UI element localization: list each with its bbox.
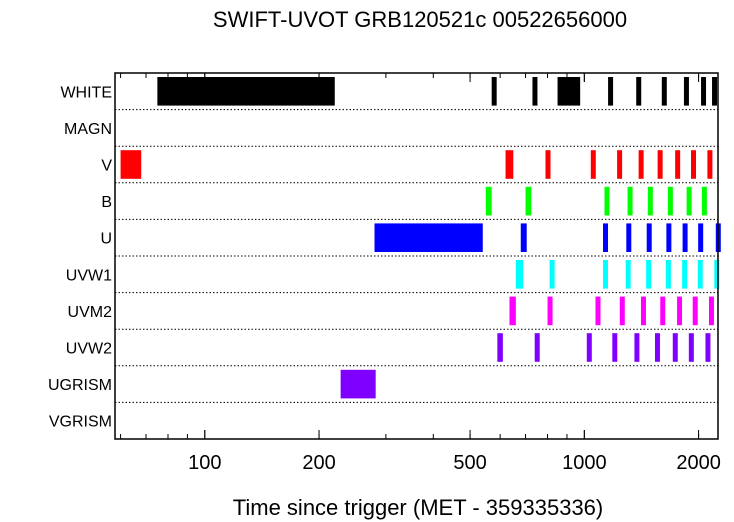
exposure-bar-uvm2	[619, 296, 625, 326]
row-label-ugrism: UGRISM	[48, 377, 112, 394]
exposure-bar-u	[374, 223, 483, 252]
exposure-bar-uvw1	[549, 260, 555, 289]
row-label-uvm2: UVM2	[68, 304, 113, 321]
x-axis-label: Time since trigger (MET - 359335336)	[233, 495, 604, 520]
exposure-bar-v	[707, 150, 713, 179]
exposure-bar-uvm2	[692, 296, 698, 326]
exposure-bar-uvm2	[640, 296, 646, 326]
exposure-bar-b	[525, 186, 532, 216]
exposure-bar-uvm2	[595, 296, 601, 326]
exposure-bar-b	[485, 186, 492, 216]
exposure-bar-uvw2	[654, 333, 660, 362]
exposure-bar-v	[675, 150, 681, 179]
exposure-bar-b	[627, 186, 633, 216]
exposure-bar-v	[545, 150, 551, 179]
exposure-bar-ugrism	[340, 369, 376, 399]
exposure-bar-u	[698, 223, 704, 252]
exposure-bar-uvm2	[677, 296, 683, 326]
exposure-bar-uvw1	[625, 260, 631, 289]
row-separators	[115, 109, 718, 403]
chart-title: SWIFT-UVOT GRB120521c 00522656000	[213, 7, 627, 32]
plot-frame	[114, 72, 719, 440]
row-label-vgrism: VGRISM	[49, 414, 112, 431]
row-label-v: V	[101, 158, 112, 175]
exposure-bar-v	[690, 150, 696, 179]
exposure-bar-white	[557, 77, 581, 106]
exposure-bar-v	[638, 150, 644, 179]
x-tick-label: 100	[188, 452, 221, 474]
exposure-bar-white	[157, 77, 335, 106]
x-axis-tick-labels: 100 200 500 1000 2000	[188, 452, 721, 474]
exposure-bar-u	[626, 223, 632, 252]
exposure-bar-uvw1	[665, 260, 671, 289]
row-label-u: U	[100, 231, 112, 248]
exposure-bar-uvw1	[646, 260, 652, 289]
exposure-bar-uvw1	[697, 260, 703, 289]
exposure-bar-b	[701, 186, 707, 216]
exposure-bar-v	[590, 150, 596, 179]
exposure-bar-uvw2	[586, 333, 592, 362]
exposure-bar-uvm2	[509, 296, 516, 326]
exposure-bar-u	[682, 223, 688, 252]
exposure-bar-white	[491, 77, 497, 106]
x-tick-label: 2000	[676, 452, 721, 474]
exposure-bar-uvm2	[547, 296, 553, 326]
observation-segments	[120, 77, 721, 399]
exposure-bar-white	[712, 77, 718, 106]
exposure-bar-v	[617, 150, 623, 179]
exposure-bar-uvw1	[682, 260, 688, 289]
exposure-bar-uvm2	[708, 296, 714, 326]
exposure-bar-b	[647, 186, 653, 216]
exposure-bar-white	[608, 77, 614, 106]
exposure-bar-white	[701, 77, 707, 106]
row-label-magn: MAGN	[64, 121, 112, 138]
exposure-bar-uvw1	[515, 260, 524, 289]
exposure-bar-b	[604, 186, 610, 216]
exposure-bar-uvm2	[660, 296, 666, 326]
exposure-bar-u	[666, 223, 672, 252]
x-tick-label: 200	[302, 452, 335, 474]
exposure-bar-uvw2	[612, 333, 618, 362]
exposure-bar-uvw2	[634, 333, 640, 362]
row-labels: WHITE MAGN V B U UVW1 UVM2 UVW2 UGRISM VGRISM	[48, 84, 112, 430]
x-tick-label: 500	[453, 452, 486, 474]
exposure-bar-v	[657, 150, 663, 179]
exposure-bar-u	[520, 223, 527, 252]
row-label-uvw1: UVW1	[66, 267, 112, 284]
row-label-white: WHITE	[60, 84, 112, 101]
x-axis-ticks	[120, 73, 700, 439]
exposure-bar-v	[120, 150, 142, 179]
exposure-bar-white	[683, 77, 689, 106]
exposure-bar-uvw2	[534, 333, 540, 362]
exposure-bar-uvw1	[714, 260, 720, 289]
exposure-bar-b	[686, 186, 692, 216]
row-label-b: B	[101, 194, 112, 211]
row-label-uvw2: UVW2	[66, 341, 112, 358]
exposure-bar-u	[646, 223, 652, 252]
exposure-bar-white	[636, 77, 642, 106]
exposure-bar-b	[667, 186, 673, 216]
exposure-bar-v	[505, 150, 514, 179]
exposure-bar-u	[603, 223, 609, 252]
exposure-bar-uvw2	[688, 333, 694, 362]
exposure-bar-white	[532, 77, 538, 106]
exposure-bar-white	[661, 77, 667, 106]
exposure-bar-uvw2	[705, 333, 711, 362]
exposure-bar-uvw2	[672, 333, 678, 362]
exposure-bar-uvw1	[603, 260, 609, 289]
x-tick-label: 1000	[562, 452, 607, 474]
exposure-bar-uvw2	[497, 333, 503, 362]
